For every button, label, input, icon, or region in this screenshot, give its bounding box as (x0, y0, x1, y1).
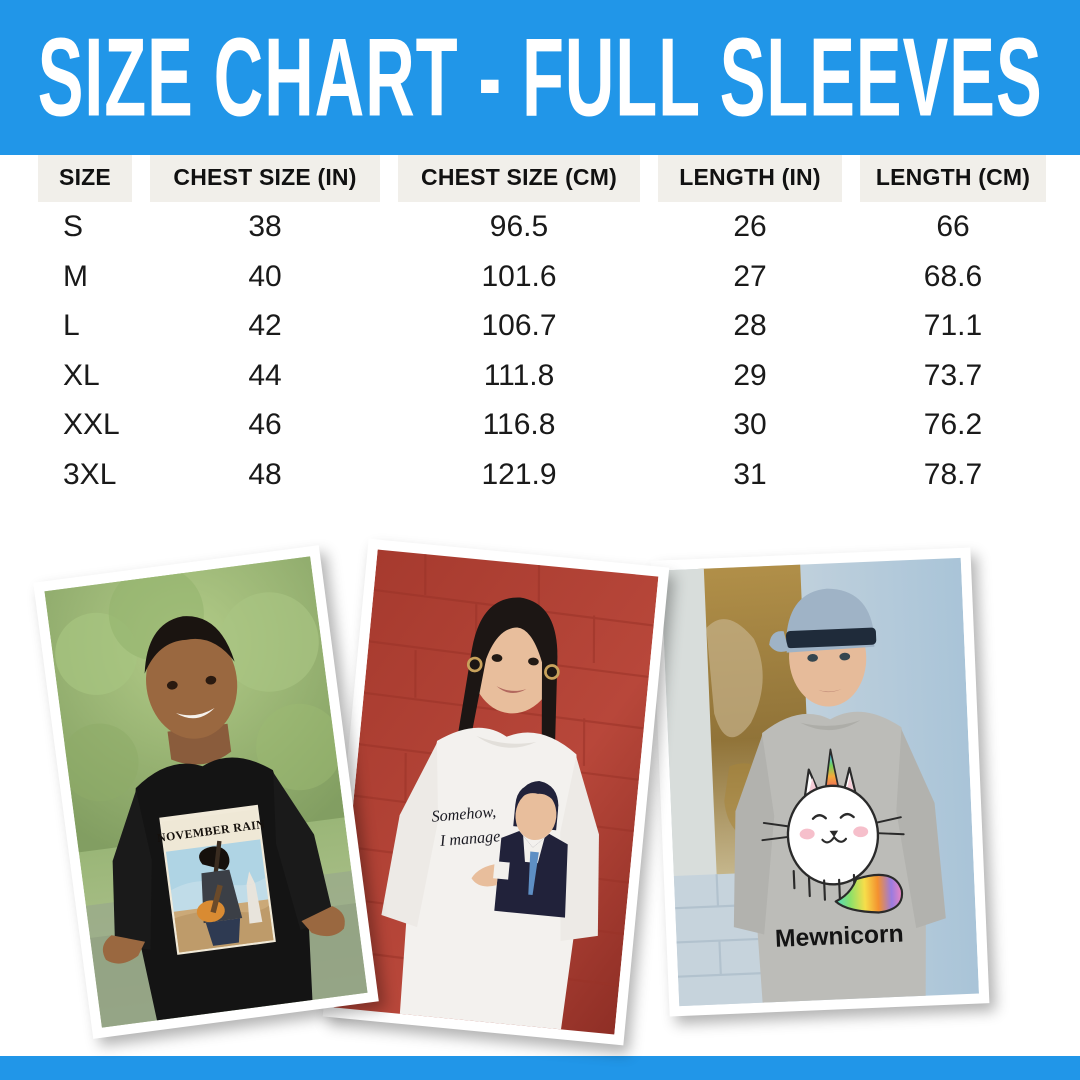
table-row: 3XL 48 121.9 31 78.7 (38, 450, 1046, 500)
photo-white-shirt-image: Somehow, I manage (333, 549, 659, 1035)
table-row: S 38 96.5 26 66 (38, 202, 1046, 252)
table-header-row: SIZE CHEST SIZE (IN) CHEST SIZE (CM) LEN… (38, 155, 1046, 202)
table-row: XXL 46 116.8 30 76.2 (38, 400, 1046, 450)
cell-chest-in: 48 (248, 457, 282, 491)
cell-size: S (63, 210, 84, 243)
size-chart-table: SIZE CHEST SIZE (IN) CHEST SIZE (CM) LEN… (20, 155, 1064, 499)
cell-chest-cm: 106.7 (481, 309, 557, 342)
cell-length-cm: 73.7 (923, 358, 983, 392)
cell-chest-cm: 96.5 (489, 210, 549, 243)
product-photo-black-shirt[interactable]: NOVEMBER RAIN (33, 545, 379, 1039)
size-chart-section: SIZE CHEST SIZE (IN) CHEST SIZE (CM) LEN… (0, 155, 1080, 545)
cell-length-cm: 66 (936, 210, 970, 243)
cell-chest-in: 44 (248, 358, 282, 392)
footer-accent-bar (0, 1056, 1080, 1080)
column-header-length-in: LENGTH (IN) (658, 155, 842, 202)
cell-size: L (63, 309, 80, 342)
svg-text:Mewnicorn: Mewnicorn (775, 921, 905, 953)
page-banner: SIZE CHART - FULL SLEEVES (0, 0, 1080, 155)
cell-size: XXL (63, 408, 120, 441)
column-header-chest-in: CHEST SIZE (IN) (150, 155, 380, 202)
column-header-length-cm: LENGTH (CM) (860, 155, 1046, 202)
cell-length-in: 31 (733, 457, 767, 491)
table-row: XL 44 111.8 29 73.7 (38, 351, 1046, 401)
table-row: L 42 106.7 28 71.1 (38, 301, 1046, 351)
cell-chest-cm: 101.6 (481, 259, 557, 293)
column-header-size: SIZE (38, 155, 132, 202)
page-title: SIZE CHART - FULL SLEEVES (37, 15, 1043, 140)
photo-black-shirt-image: NOVEMBER RAIN (44, 556, 368, 1028)
photo-grey-shirt-image: Mewnicorn (661, 557, 979, 1007)
cell-chest-in: 42 (248, 309, 282, 342)
cell-chest-in: 38 (248, 210, 282, 243)
product-photo-strip: NOVEMBER RAIN (0, 538, 1080, 1056)
cell-chest-cm: 116.8 (482, 408, 556, 441)
table-body: S 38 96.5 26 66 M 40 101.6 27 68.6 L 42 … (38, 202, 1046, 499)
cell-size: 3XL (63, 457, 117, 491)
cell-length-cm: 78.7 (923, 457, 983, 491)
svg-text:Somehow,: Somehow, (431, 804, 497, 826)
cell-chest-in: 46 (248, 408, 282, 441)
cell-chest-cm: 111.8 (483, 358, 555, 392)
cell-length-in: 28 (733, 309, 767, 342)
product-photo-grey-shirt[interactable]: Mewnicorn (650, 547, 990, 1017)
cell-length-cm: 71.1 (923, 309, 983, 342)
product-photo-white-shirt[interactable]: Somehow, I manage (322, 538, 670, 1046)
cell-length-in: 26 (733, 210, 767, 243)
cell-length-in: 30 (733, 408, 767, 441)
cell-length-in: 29 (733, 358, 767, 392)
cell-length-in: 27 (733, 259, 767, 293)
cell-length-cm: 68.6 (923, 259, 983, 293)
column-header-chest-cm: CHEST SIZE (CM) (398, 155, 640, 202)
table-header: SIZE CHEST SIZE (IN) CHEST SIZE (CM) LEN… (38, 155, 1046, 202)
cell-chest-cm: 121.9 (481, 457, 557, 491)
cell-length-cm: 76.2 (923, 408, 983, 441)
cell-size: XL (63, 358, 100, 392)
svg-text:I manage: I manage (438, 828, 501, 850)
cell-size: M (63, 259, 88, 293)
cell-chest-in: 40 (248, 259, 282, 293)
table-row: M 40 101.6 27 68.6 (38, 252, 1046, 302)
